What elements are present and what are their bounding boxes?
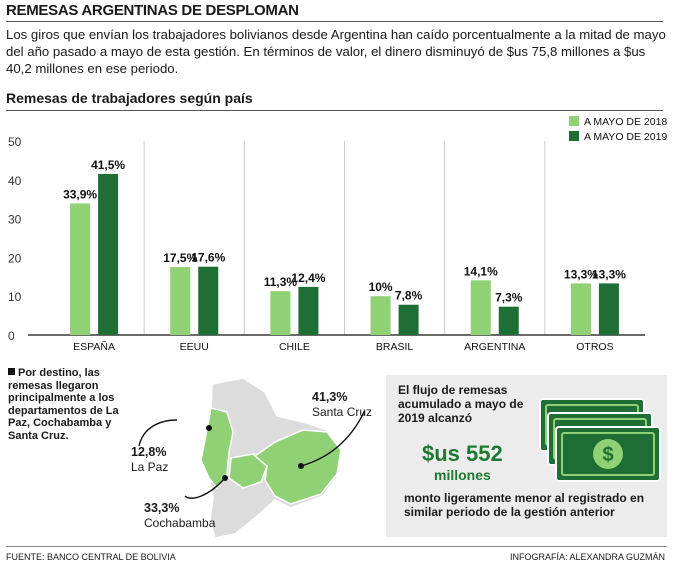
data-label: 14,1% [464,264,498,278]
y-tick-label: 20 [8,251,22,265]
data-label: 33,9% [63,187,97,201]
bar [398,304,419,335]
legend-label: A MAYO DE 2018 [584,116,667,128]
y-tick-label: 10 [8,290,22,304]
y-tick-label: 40 [8,174,22,188]
x-tick-label: CHILE [279,341,310,353]
infographic-title: REMESAS ARGENTINAS DE DESPLOMAN [6,2,299,19]
footer-divider [6,546,667,547]
arrow-cochabamba [184,477,226,499]
bar [598,283,619,335]
data-label: 10% [369,280,393,294]
x-tick-label: BRASIL [376,341,414,353]
x-tick-label: EEUU [180,341,209,353]
map-region-cochabamba [228,453,268,489]
bar [170,267,191,335]
bar [370,296,391,335]
dollar-bills-icon: $ [539,398,661,482]
panel-unit: millones [434,467,491,483]
data-label: 11,3% [264,275,298,289]
bar [498,306,519,335]
bolivia-map [138,377,365,539]
legend-label: A MAYO DE 2019 [584,131,667,143]
marker-cochabamba [222,475,228,481]
arrow-la-paz [138,419,178,447]
chart-subtitle: Remesas de trabajadores según país [6,90,253,106]
la-paz-label: La Paz [131,460,169,474]
svg-text:$: $ [602,444,613,466]
map-region-santa-cruz [253,429,342,505]
bar [198,266,219,335]
bar [98,173,119,335]
bar [570,283,591,335]
marker-la-paz [206,425,212,431]
data-label: 41,5% [91,158,125,172]
bullet-square-icon [8,368,15,375]
credit-note: INFOGRAFÍA: ALEXANDRA GUZMÁN [509,552,665,562]
map-note-text: Por destino, las remesas llegaron princi… [8,367,119,442]
data-label: 7,8% [395,289,423,303]
remittance-summary-panel: El flujo de remesas acumulado a mayo de … [386,375,667,537]
bar [270,291,291,335]
data-label: 17,5% [163,251,197,265]
intro-paragraph: Los giros que envían los trabajadores bo… [6,27,666,76]
map-note: Por destino, las remesas llegaron princi… [8,367,128,442]
y-tick-label: 50 [8,135,22,149]
la-paz-percent: 12,8% [131,445,167,459]
x-tick-label: OTROS [576,341,613,353]
legend-swatch [569,116,579,126]
bar [470,280,491,335]
data-label: 13,3% [592,267,626,281]
legend-swatch [569,131,579,141]
bar-chart: 0 10 20 30 40 50 33,9% 41,5% ESPAÑA 17,5%17,6% EEU… [8,116,667,353]
y-tick-label: 0 [8,329,15,343]
subtitle-divider [6,110,663,111]
data-label: 12,4% [291,271,325,285]
y-tick-label: 30 [8,213,22,227]
data-label: 13,3% [564,267,598,281]
marker-santa-cruz [298,463,304,469]
x-tick-label: ESPAÑA [73,340,115,353]
bar [298,286,319,335]
data-label: 7,3% [495,291,523,305]
bar [70,203,91,335]
panel-lead-text: El flujo de remesas acumulado a mayo de … [398,383,524,425]
source-note: FUENTE: BANCO CENTRAL DE BOLIVIA [6,552,176,562]
santa-cruz-label: Santa Cruz [312,405,373,419]
santa-cruz-percent: 41,3% [312,390,348,404]
cochabamba-percent: 33,3% [144,501,180,515]
data-label: 17,6% [191,251,225,265]
x-tick-label: ARGENTINA [464,341,525,353]
cochabamba-label: Cochabamba [144,516,216,530]
panel-amount: $us 552 [422,441,503,466]
panel-trailing-text: monto ligeramente menor al registrado en… [404,491,645,519]
title-divider [6,21,663,22]
arrow-santa-cruz [300,409,365,467]
